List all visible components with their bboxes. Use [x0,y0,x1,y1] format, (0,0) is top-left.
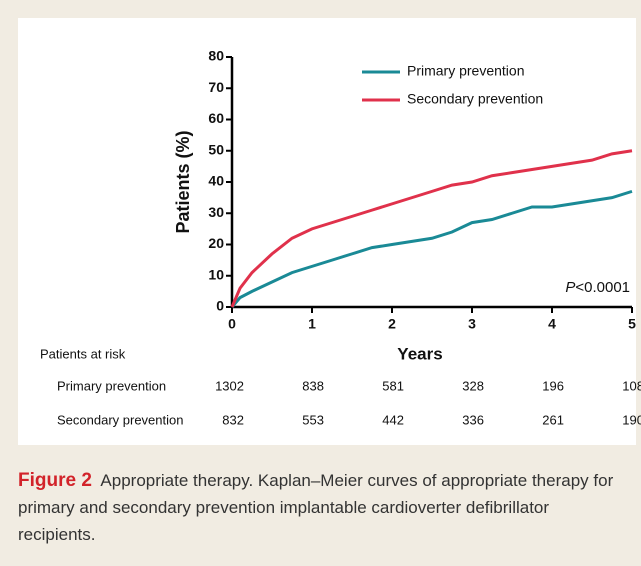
risk-row-name: Primary prevention [57,378,166,393]
y-tick-label: 80 [208,48,224,64]
risk-count: 832 [222,412,244,427]
risk-count: 838 [302,378,324,393]
p-symbol: P [565,279,575,296]
y-tick-label: 30 [208,204,224,220]
caption: Figure 2 Appropriate therapy. Kaplan–Mei… [18,467,624,548]
x-tick-label: 5 [628,316,636,332]
risk-count: 1302 [215,378,244,393]
y-tick-label: 0 [216,298,224,314]
risk-count: 336 [462,412,484,427]
risk-count: 581 [382,378,404,393]
risk-count: 108 [622,378,641,393]
legend-label: Primary prevention [407,63,525,79]
figure-panel [18,18,636,445]
y-tick-label: 40 [208,173,224,189]
risk-count: 190 [622,412,641,427]
risk-count: 553 [302,412,324,427]
x-axis-label: Years [397,344,442,363]
series-line [230,149,633,308]
x-tick-label: 0 [228,316,236,332]
series-line [230,189,633,308]
caption-text: Appropriate therapy. Kaplan–Meier curves… [18,471,614,544]
risk-count: 196 [542,378,564,393]
p-text: <0.0001 [575,279,630,296]
x-tick-label: 4 [548,316,556,332]
risk-row-name: Secondary prevention [57,412,183,427]
chart: Patients (%) Years P<0.0001 Patients at … [40,48,641,428]
caption-label: Figure 2 [18,470,92,491]
x-tick-label: 1 [308,316,316,332]
y-tick-label: 60 [208,110,224,126]
p-value: P<0.0001 [565,279,630,296]
y-tick-label: 20 [208,235,224,251]
risk-count: 261 [542,412,564,427]
y-tick-label: 70 [208,79,224,95]
legend-label: Secondary prevention [407,91,543,107]
y-axis-label: Patients (%) [173,130,193,233]
risk-count: 442 [382,412,404,427]
y-tick-label: 10 [208,266,224,282]
risk-count: 328 [462,378,484,393]
y-tick-label: 50 [208,141,224,157]
x-tick-label: 3 [468,316,476,332]
x-tick-label: 2 [388,316,396,332]
risk-title: Patients at risk [40,346,126,361]
